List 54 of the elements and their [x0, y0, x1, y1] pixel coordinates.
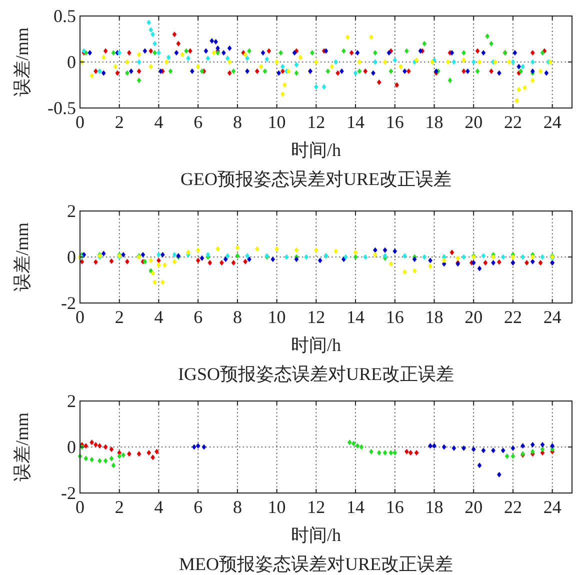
x-tick-label: 24 — [543, 307, 562, 327]
x-tick-label: 14 — [346, 497, 365, 517]
y-tick-label: 0 — [67, 437, 76, 457]
x-tick-label: 20 — [464, 497, 483, 517]
text: GEO预报姿态误差对URE改正误差 — [180, 169, 452, 189]
x-tick-label: 22 — [504, 112, 522, 132]
x-tick-label: 4 — [154, 112, 164, 132]
y-tick-label: 0 — [67, 247, 76, 267]
x-tick-label: 10 — [268, 307, 286, 327]
y-tick-label: 0.5 — [54, 6, 76, 26]
x-tick-label: 4 — [154, 307, 164, 327]
x-tick-label: 2 — [114, 307, 124, 327]
x-tick-label: 24 — [543, 112, 562, 132]
y-axis-title: 误差/mm — [12, 412, 32, 482]
x-tick-label: 12 — [307, 112, 326, 132]
x-tick-label: 18 — [425, 307, 444, 327]
x-tick-label: 16 — [386, 112, 404, 132]
x-tick-label: 12 — [307, 307, 326, 327]
y-tick-label: 0 — [67, 52, 76, 72]
x-tick-label: 14 — [346, 307, 365, 327]
x-tick-label: 18 — [425, 497, 444, 517]
y-tick-label: 2 — [67, 201, 76, 221]
x-axis-title: 时间/h — [290, 140, 342, 160]
x-tick-label: 16 — [386, 497, 404, 517]
x-tick-label: 16 — [386, 307, 404, 327]
x-tick-label: 20 — [464, 307, 483, 327]
x-tick-label: 6 — [194, 497, 203, 517]
x-tick-label: 18 — [425, 112, 444, 132]
text: IGSO预报姿态误差对URE改正误差 — [178, 364, 454, 384]
x-axis-title: 时间/h — [290, 335, 342, 355]
text: MEO预报姿态误差对URE改正误差 — [179, 554, 453, 574]
x-tick-label: 24 — [543, 497, 562, 517]
x-tick-label: 4 — [154, 497, 164, 517]
x-tick-label: 20 — [464, 112, 483, 132]
x-tick-label: 22 — [504, 497, 522, 517]
x-tick-label: 2 — [114, 112, 124, 132]
x-tick-label: 6 — [194, 112, 203, 132]
y-tick-label: -2 — [61, 293, 76, 313]
x-tick-label: 2 — [114, 497, 124, 517]
x-tick-label: 14 — [346, 112, 365, 132]
x-tick-label: 6 — [194, 307, 203, 327]
x-tick-label: 10 — [268, 497, 286, 517]
x-tick-label: 22 — [504, 307, 522, 327]
x-tick-label: 12 — [307, 497, 326, 517]
x-tick-label: 10 — [268, 112, 286, 132]
x-tick-label: 8 — [232, 497, 242, 517]
x-tick-label: 8 — [232, 307, 242, 327]
y-axis-title: 误差/mm — [12, 27, 32, 97]
y-tick-label: -0.5 — [48, 98, 76, 118]
x-tick-label: 8 — [232, 112, 242, 132]
y-axis-title: 误差/mm — [12, 222, 32, 292]
y-tick-label: -2 — [61, 483, 76, 503]
y-tick-label: 2 — [67, 391, 76, 411]
x-axis-title: 时间/h — [290, 525, 342, 545]
